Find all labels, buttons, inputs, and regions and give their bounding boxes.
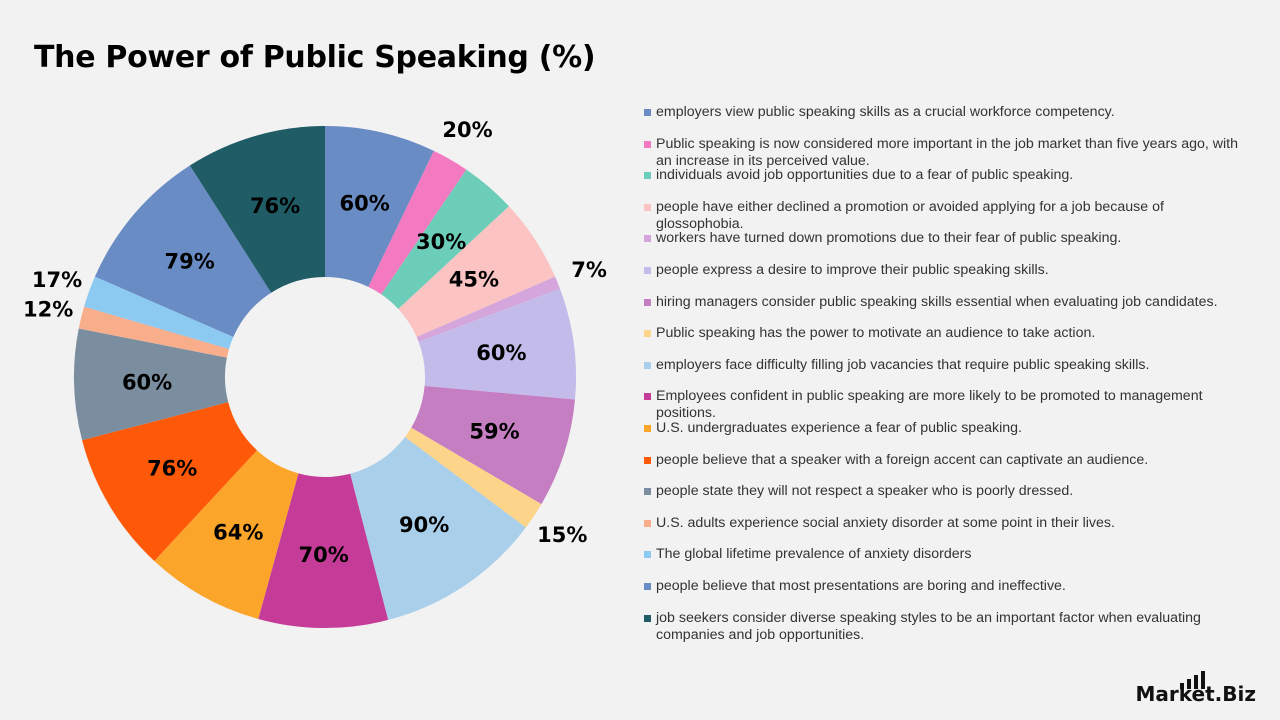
slice-label-13: 60% (122, 370, 172, 394)
slice-14 (78, 306, 230, 358)
legend-label-13: people state they will not respect a spe… (656, 483, 1074, 500)
slice-label-7: 59% (469, 419, 519, 443)
slice-15 (84, 276, 234, 349)
slice-3 (381, 169, 509, 309)
legend-swatch-4 (644, 203, 651, 211)
legend-swatch-14 (644, 519, 651, 527)
legend-swatch-7 (644, 298, 651, 306)
legend-item-3: individuals avoid job opportunities due … (644, 167, 1242, 184)
legend-item-4: people have either declined a promotion … (644, 199, 1242, 233)
legend-label-3: individuals avoid job opportunities due … (656, 167, 1074, 184)
slice-2 (368, 150, 467, 295)
legend-swatch-3 (644, 172, 651, 180)
slice-5 (416, 276, 560, 342)
legend-item-13: people state they will not respect a spe… (644, 483, 1242, 500)
legend-label-1: employers view public speaking skills as… (656, 104, 1115, 120)
legend-item-15: The global lifetime prevalence of anxiet… (644, 546, 1242, 563)
legend-label-11: U.S. undergraduates experience a fear of… (656, 420, 1022, 436)
slice-17 (189, 126, 325, 293)
slice-10 (258, 473, 389, 628)
legend-label-10: Employees confident in public speaking a… (656, 388, 1203, 422)
chart-title: The Power of Public Speaking (%) (34, 40, 596, 75)
legend-label-17: job seekers consider diverse speaking st… (656, 609, 1201, 643)
legend-label-6: people express a desire to improve their… (656, 262, 1049, 278)
slice-label-15: 17% (32, 268, 82, 292)
legend-item-16: people believe that most presentations a… (644, 578, 1242, 595)
legend-item-9: employers face difficulty filling job va… (644, 357, 1242, 374)
slice-label-9: 90% (399, 513, 449, 537)
slice-16 (94, 165, 272, 338)
slice-label-12: 76% (147, 456, 197, 480)
slice-label-14: 12% (23, 297, 73, 321)
slice-4 (398, 206, 556, 338)
legend-item-14: U.S. adults experience social anxiety di… (644, 515, 1242, 532)
slice-label-6: 60% (476, 341, 526, 365)
legend-swatch-15 (644, 551, 651, 559)
legend-swatch-8 (644, 330, 651, 338)
legend-swatch-6 (644, 267, 651, 274)
legend-item-8: Public speaking has the power to motivat… (644, 325, 1242, 342)
legend-label-4: people have either declined a promotion … (656, 198, 1164, 232)
slice-label-2: 20% (442, 118, 492, 142)
legend-label-15: The global lifetime prevalence of anxiet… (656, 546, 972, 563)
slice-12 (82, 402, 257, 561)
slice-6 (418, 288, 576, 400)
legend-swatch-10 (644, 393, 651, 401)
slice-1 (325, 126, 434, 287)
legend-label-5: workers have turned down promotions due … (656, 230, 1122, 247)
slice-label-5: 7% (571, 258, 607, 282)
legend-item-5: workers have turned down promotions due … (644, 230, 1242, 247)
legend-item-6: people express a desire to improve their… (644, 262, 1242, 279)
legend-item-12: people believe that a speaker with a for… (644, 452, 1242, 469)
legend-swatch-9 (644, 361, 651, 369)
legend-label-8: Public speaking has the power to motivat… (656, 325, 1096, 342)
slice-label-10: 70% (299, 543, 349, 567)
brand-logo: Market.Biz (1134, 671, 1256, 706)
legend-swatch-17 (644, 614, 651, 622)
slice-7 (411, 385, 575, 505)
slice-label-3: 30% (416, 230, 466, 254)
legend-item-1: employers view public speaking skills as… (644, 104, 1242, 121)
slice-9 (350, 436, 526, 620)
legend-item-2: Public speaking is now considered more i… (644, 136, 1242, 170)
legend-swatch-13 (644, 488, 651, 496)
slice-8 (405, 427, 542, 528)
slice-label-4: 45% (449, 267, 499, 291)
legend-label-7: hiring managers consider public speaking… (656, 293, 1218, 310)
slice-13 (74, 328, 229, 441)
legend-swatch-5 (644, 235, 651, 243)
legend-item-7: hiring managers consider public speaking… (644, 294, 1242, 311)
legend-label-14: U.S. adults experience social anxiety di… (656, 514, 1115, 531)
legend-label-16: people believe that most presentations a… (656, 578, 1066, 594)
legend-label-12: people believe that a speaker with a for… (656, 451, 1149, 468)
slice-label-16: 79% (165, 249, 215, 273)
legend-item-11: U.S. undergraduates experience a fear of… (644, 420, 1242, 437)
legend-swatch-2 (644, 140, 651, 148)
legend-label-9: employers face difficulty filling job va… (656, 356, 1150, 373)
slice-label-1: 60% (339, 191, 389, 215)
legend-swatch-1 (644, 109, 651, 116)
slice-11 (154, 450, 299, 619)
legend-item-17: job seekers consider diverse speaking st… (644, 610, 1242, 644)
legend-swatch-16 (644, 583, 651, 590)
legend-swatch-12 (644, 456, 651, 464)
slice-label-11: 64% (213, 520, 263, 544)
legend-item-10: Employees confident in public speaking a… (644, 388, 1242, 422)
legend-swatch-11 (644, 425, 651, 432)
slice-label-17: 76% (250, 194, 300, 218)
legend-label-2: Public speaking is now considered more i… (656, 135, 1238, 169)
slice-label-8: 15% (537, 523, 587, 547)
